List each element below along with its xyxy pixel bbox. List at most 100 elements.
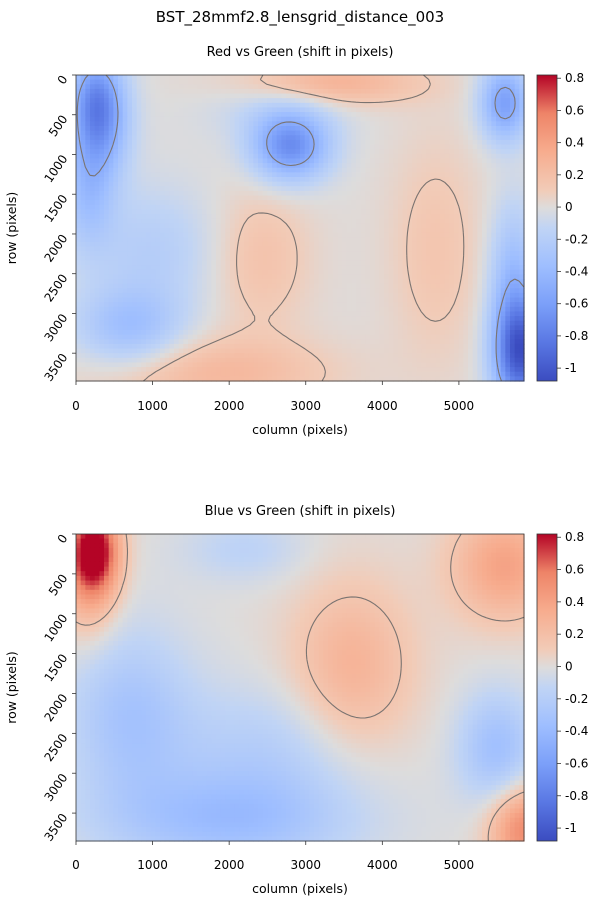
heatmap-cell: [426, 214, 432, 220]
heatmap-cell: [202, 126, 208, 132]
heatmap-cell: [76, 84, 82, 90]
heatmap-cell: [272, 292, 278, 299]
heatmap-cell: [430, 126, 436, 132]
heatmap-cell: [398, 204, 404, 211]
heatmap-cell: [248, 177, 254, 183]
heatmap-cell: [332, 283, 338, 289]
heatmap-cell: [346, 283, 352, 289]
heatmap-cell: [384, 79, 390, 85]
heatmap-cell: [192, 116, 198, 122]
heatmap-cell: [90, 149, 96, 155]
heatmap-cell: [206, 223, 212, 229]
heatmap-cell: [178, 88, 184, 95]
heatmap-cell: [174, 112, 180, 118]
heatmap-cell: [435, 172, 441, 178]
heatmap-cell: [505, 149, 511, 155]
heatmap-cell: [178, 112, 184, 118]
heatmap-cell: [272, 121, 278, 127]
heatmap-cell: [323, 228, 329, 234]
heatmap-cell: [472, 190, 478, 197]
heatmap-cell: [136, 153, 142, 160]
heatmap-cell: [388, 279, 394, 285]
heatmap-cell: [174, 98, 180, 104]
heatmap-cell: [407, 153, 413, 160]
heatmap-cell: [440, 306, 446, 313]
heatmap-cell: [430, 149, 436, 155]
heatmap-cell: [197, 292, 203, 299]
heatmap-cell: [85, 246, 91, 252]
heatmap-cell: [113, 265, 119, 271]
heatmap-cell: [155, 223, 161, 229]
heatmap-cell: [342, 218, 348, 224]
heatmap-cell: [155, 232, 161, 238]
heatmap-cell: [244, 190, 250, 197]
heatmap-cell: [253, 181, 259, 187]
heatmap-cell: [164, 306, 170, 313]
heatmap-cell: [304, 237, 310, 243]
heatmap-cell: [258, 149, 264, 155]
heatmap-cell: [514, 223, 520, 229]
heatmap-cell: [253, 269, 259, 275]
heatmap-cell: [323, 292, 329, 299]
heatmap-cell: [486, 200, 492, 206]
heatmap-cell: [104, 246, 110, 252]
heatmap-cell: [150, 288, 156, 294]
heatmap-cell: [426, 177, 432, 183]
heatmap-cell: [113, 84, 119, 90]
heatmap-cell: [318, 218, 324, 224]
heatmap-cell: [356, 283, 362, 289]
heatmap-cell: [206, 292, 212, 299]
heatmap-cell: [85, 292, 91, 299]
heatmap-cell: [356, 112, 362, 118]
heatmap-cell: [407, 130, 413, 136]
heatmap-cell: [491, 190, 497, 197]
heatmap-cell: [99, 302, 105, 308]
heatmap-cell: [351, 172, 357, 178]
heatmap-cell: [482, 311, 488, 317]
heatmap-cell: [183, 84, 189, 90]
heatmap-cell: [253, 255, 259, 262]
heatmap-cell: [379, 130, 385, 136]
heatmap-cell: [85, 172, 91, 178]
heatmap-cell: [514, 84, 520, 90]
heatmap-cell: [314, 79, 320, 85]
heatmap-cell: [332, 279, 338, 285]
heatmap-cell: [482, 190, 488, 197]
heatmap-cell: [486, 292, 492, 299]
heatmap-cell: [127, 130, 133, 136]
heatmap-cell: [323, 186, 329, 192]
heatmap-cell: [407, 274, 413, 280]
heatmap-cell: [337, 144, 343, 150]
heatmap-cell: [496, 167, 502, 173]
heatmap-cell: [449, 274, 455, 280]
heatmap-cell: [160, 102, 166, 109]
heatmap-cell: [444, 246, 450, 252]
heatmap-cell: [402, 84, 408, 90]
heatmap-cell: [192, 246, 198, 252]
heatmap-cell: [486, 144, 492, 150]
heatmap-cell: [183, 237, 189, 243]
heatmap-cell: [225, 260, 231, 266]
heatmap-cell: [444, 283, 450, 289]
heatmap-cell: [351, 265, 357, 271]
heatmap-cell: [104, 158, 110, 164]
heatmap-cell: [188, 79, 194, 85]
heatmap-cell: [290, 121, 296, 127]
heatmap-cell: [323, 251, 329, 257]
heatmap-cell: [407, 218, 413, 224]
heatmap-cell: [402, 214, 408, 220]
heatmap-cell: [505, 98, 511, 104]
heatmap-cell: [500, 102, 506, 109]
heatmap-cell: [318, 200, 324, 206]
heatmap-cell: [398, 274, 404, 280]
heatmap-cell: [272, 186, 278, 192]
heatmap-cell: [136, 126, 142, 132]
heatmap-cell: [146, 79, 152, 85]
heatmap-cell: [108, 135, 114, 141]
heatmap-cell: [211, 200, 217, 206]
heatmap-cell: [449, 79, 455, 85]
heatmap-cell: [164, 200, 170, 206]
heatmap-cell: [505, 190, 511, 197]
heatmap-cell: [295, 218, 301, 224]
heatmap-cell: [267, 116, 273, 122]
